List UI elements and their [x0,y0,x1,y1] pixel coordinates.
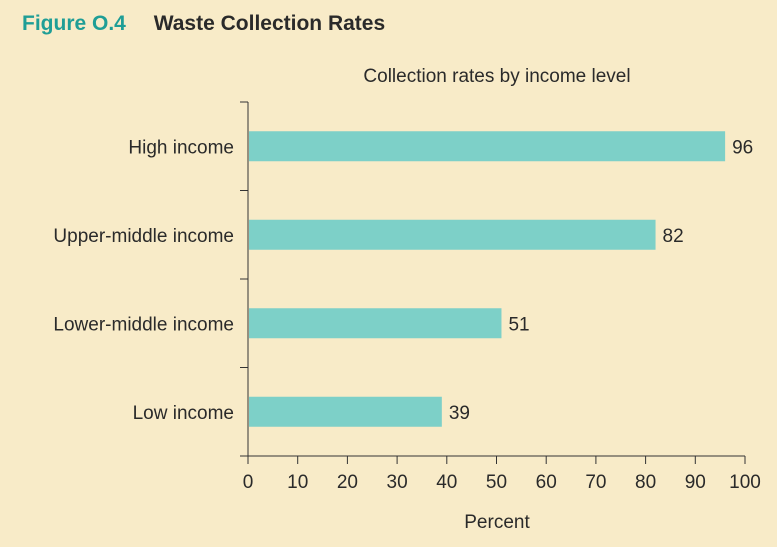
category-label: Low income [133,403,234,424]
x-tick-label: 20 [337,472,358,493]
x-tick-label: 40 [436,472,457,493]
figure-header: Figure O.4 Waste Collection Rates [22,12,385,36]
category-label: High income [128,137,234,158]
x-tick-label: 100 [729,472,761,493]
x-tick-label: 30 [387,472,408,493]
x-axis-label: Percent [464,512,530,533]
bar [249,219,656,250]
x-tick-label: 10 [287,472,308,493]
x-tick-label: 50 [486,472,507,493]
x-tick-label: 70 [585,472,606,493]
bar [249,396,442,427]
x-tick-label: 60 [536,472,557,493]
value-label: 51 [508,314,529,335]
category-label: Upper-middle income [53,226,234,247]
x-tick-label: 0 [243,472,254,493]
value-label: 96 [732,137,753,158]
value-label: 39 [449,403,470,424]
x-tick-label: 80 [635,472,656,493]
value-label: 82 [663,226,684,247]
chart-subtitle: Collection rates by income level [363,66,630,87]
plot-area: 0 10 20 30 40 50 60 70 80 90 100 High income 96 Upper… [53,101,761,493]
category-label: Lower-middle income [53,314,234,335]
figure-label: Figure O.4 [22,12,126,35]
x-tick-label: 90 [685,472,706,493]
bar [249,308,502,339]
figure-title: Waste Collection Rates [153,12,386,35]
bar [249,131,726,162]
